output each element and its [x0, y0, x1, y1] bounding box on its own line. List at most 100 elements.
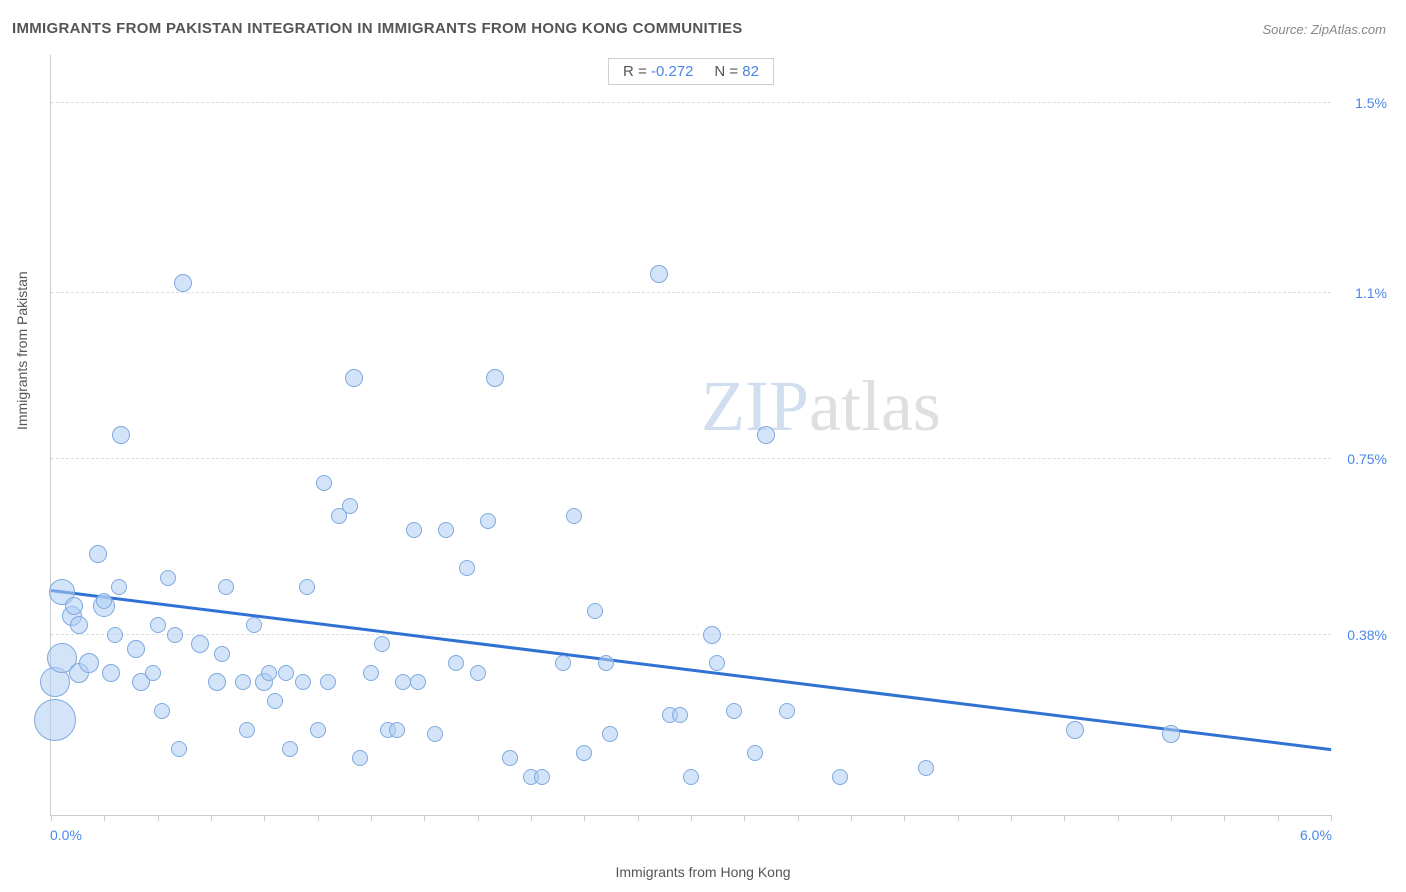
data-point: [480, 513, 496, 529]
source-attribution: Source: ZipAtlas.com: [1262, 22, 1386, 37]
data-point: [459, 560, 475, 576]
data-point: [598, 655, 614, 671]
data-point: [65, 597, 83, 615]
data-point: [102, 664, 120, 682]
x-tick: [1171, 815, 1172, 821]
x-tick: [584, 815, 585, 821]
data-point: [502, 750, 518, 766]
y-tick-label: 0.38%: [1347, 627, 1387, 643]
data-point: [555, 655, 571, 671]
n-value: 82: [742, 63, 759, 80]
x-tick: [691, 815, 692, 821]
x-tick: [1278, 815, 1279, 821]
data-point: [747, 745, 763, 761]
data-point: [282, 741, 298, 757]
data-point: [602, 726, 618, 742]
data-point: [650, 265, 668, 283]
data-point: [89, 545, 107, 563]
chart-title: IMMIGRANTS FROM PAKISTAN INTEGRATION IN …: [12, 20, 743, 37]
r-label: R =: [623, 63, 651, 80]
gridline: [51, 458, 1331, 459]
gridline: [51, 102, 1331, 103]
data-point: [566, 508, 582, 524]
x-tick: [958, 815, 959, 821]
data-point: [486, 369, 504, 387]
data-point: [410, 674, 426, 690]
x-tick: [904, 815, 905, 821]
watermark-zip: ZIP: [701, 366, 809, 446]
x-tick: [264, 815, 265, 821]
watermark: ZIPatlas: [701, 365, 941, 448]
data-point: [1162, 725, 1180, 743]
x-tick-label: 6.0%: [1300, 827, 1332, 843]
data-point: [470, 665, 486, 681]
data-point: [320, 674, 336, 690]
data-point: [160, 570, 176, 586]
data-point: [576, 745, 592, 761]
watermark-atlas: atlas: [809, 366, 941, 446]
x-tick: [531, 815, 532, 821]
data-point: [342, 498, 358, 514]
x-tick: [798, 815, 799, 821]
data-point: [278, 665, 294, 681]
data-point: [406, 522, 422, 538]
data-point: [127, 640, 145, 658]
x-tick: [478, 815, 479, 821]
data-point: [363, 665, 379, 681]
gridline: [51, 634, 1331, 635]
data-point: [96, 593, 112, 609]
x-tick: [1064, 815, 1065, 821]
data-point: [374, 636, 390, 652]
scatter-plot-area: R = -0.272 N = 82 ZIPatlas 0.38%0.75%1.1…: [50, 55, 1331, 816]
data-point: [167, 627, 183, 643]
data-point: [703, 626, 721, 644]
data-point: [208, 673, 226, 691]
x-tick: [1224, 815, 1225, 821]
x-tick: [1118, 815, 1119, 821]
data-point: [267, 693, 283, 709]
data-point: [214, 646, 230, 662]
data-point: [832, 769, 848, 785]
source-value: ZipAtlas.com: [1311, 22, 1386, 37]
data-point: [295, 674, 311, 690]
x-tick: [851, 815, 852, 821]
data-point: [70, 616, 88, 634]
data-point: [171, 741, 187, 757]
data-point: [316, 475, 332, 491]
data-point: [672, 707, 688, 723]
x-tick: [744, 815, 745, 821]
x-tick: [1331, 815, 1332, 821]
data-point: [389, 722, 405, 738]
data-point: [235, 674, 251, 690]
data-point: [154, 703, 170, 719]
data-point: [111, 579, 127, 595]
x-tick: [371, 815, 372, 821]
y-axis-label: Immigrants from Pakistan: [14, 271, 30, 430]
y-tick-label: 0.75%: [1347, 451, 1387, 467]
x-tick: [638, 815, 639, 821]
data-point: [448, 655, 464, 671]
data-point: [239, 722, 255, 738]
data-point: [261, 665, 277, 681]
x-tick: [211, 815, 212, 821]
n-label: N =: [714, 63, 742, 80]
data-point: [145, 665, 161, 681]
data-point: [395, 674, 411, 690]
y-tick-label: 1.1%: [1355, 285, 1387, 301]
data-point: [587, 603, 603, 619]
data-point: [310, 722, 326, 738]
data-point: [112, 426, 130, 444]
x-tick: [158, 815, 159, 821]
x-tick: [318, 815, 319, 821]
data-point: [107, 627, 123, 643]
data-point: [150, 617, 166, 633]
y-tick-label: 1.5%: [1355, 95, 1387, 111]
data-point: [345, 369, 363, 387]
stats-box: R = -0.272 N = 82: [608, 58, 774, 85]
data-point: [726, 703, 742, 719]
data-point: [427, 726, 443, 742]
r-value: -0.272: [651, 63, 694, 80]
data-point: [438, 522, 454, 538]
data-point: [709, 655, 725, 671]
data-point: [174, 274, 192, 292]
